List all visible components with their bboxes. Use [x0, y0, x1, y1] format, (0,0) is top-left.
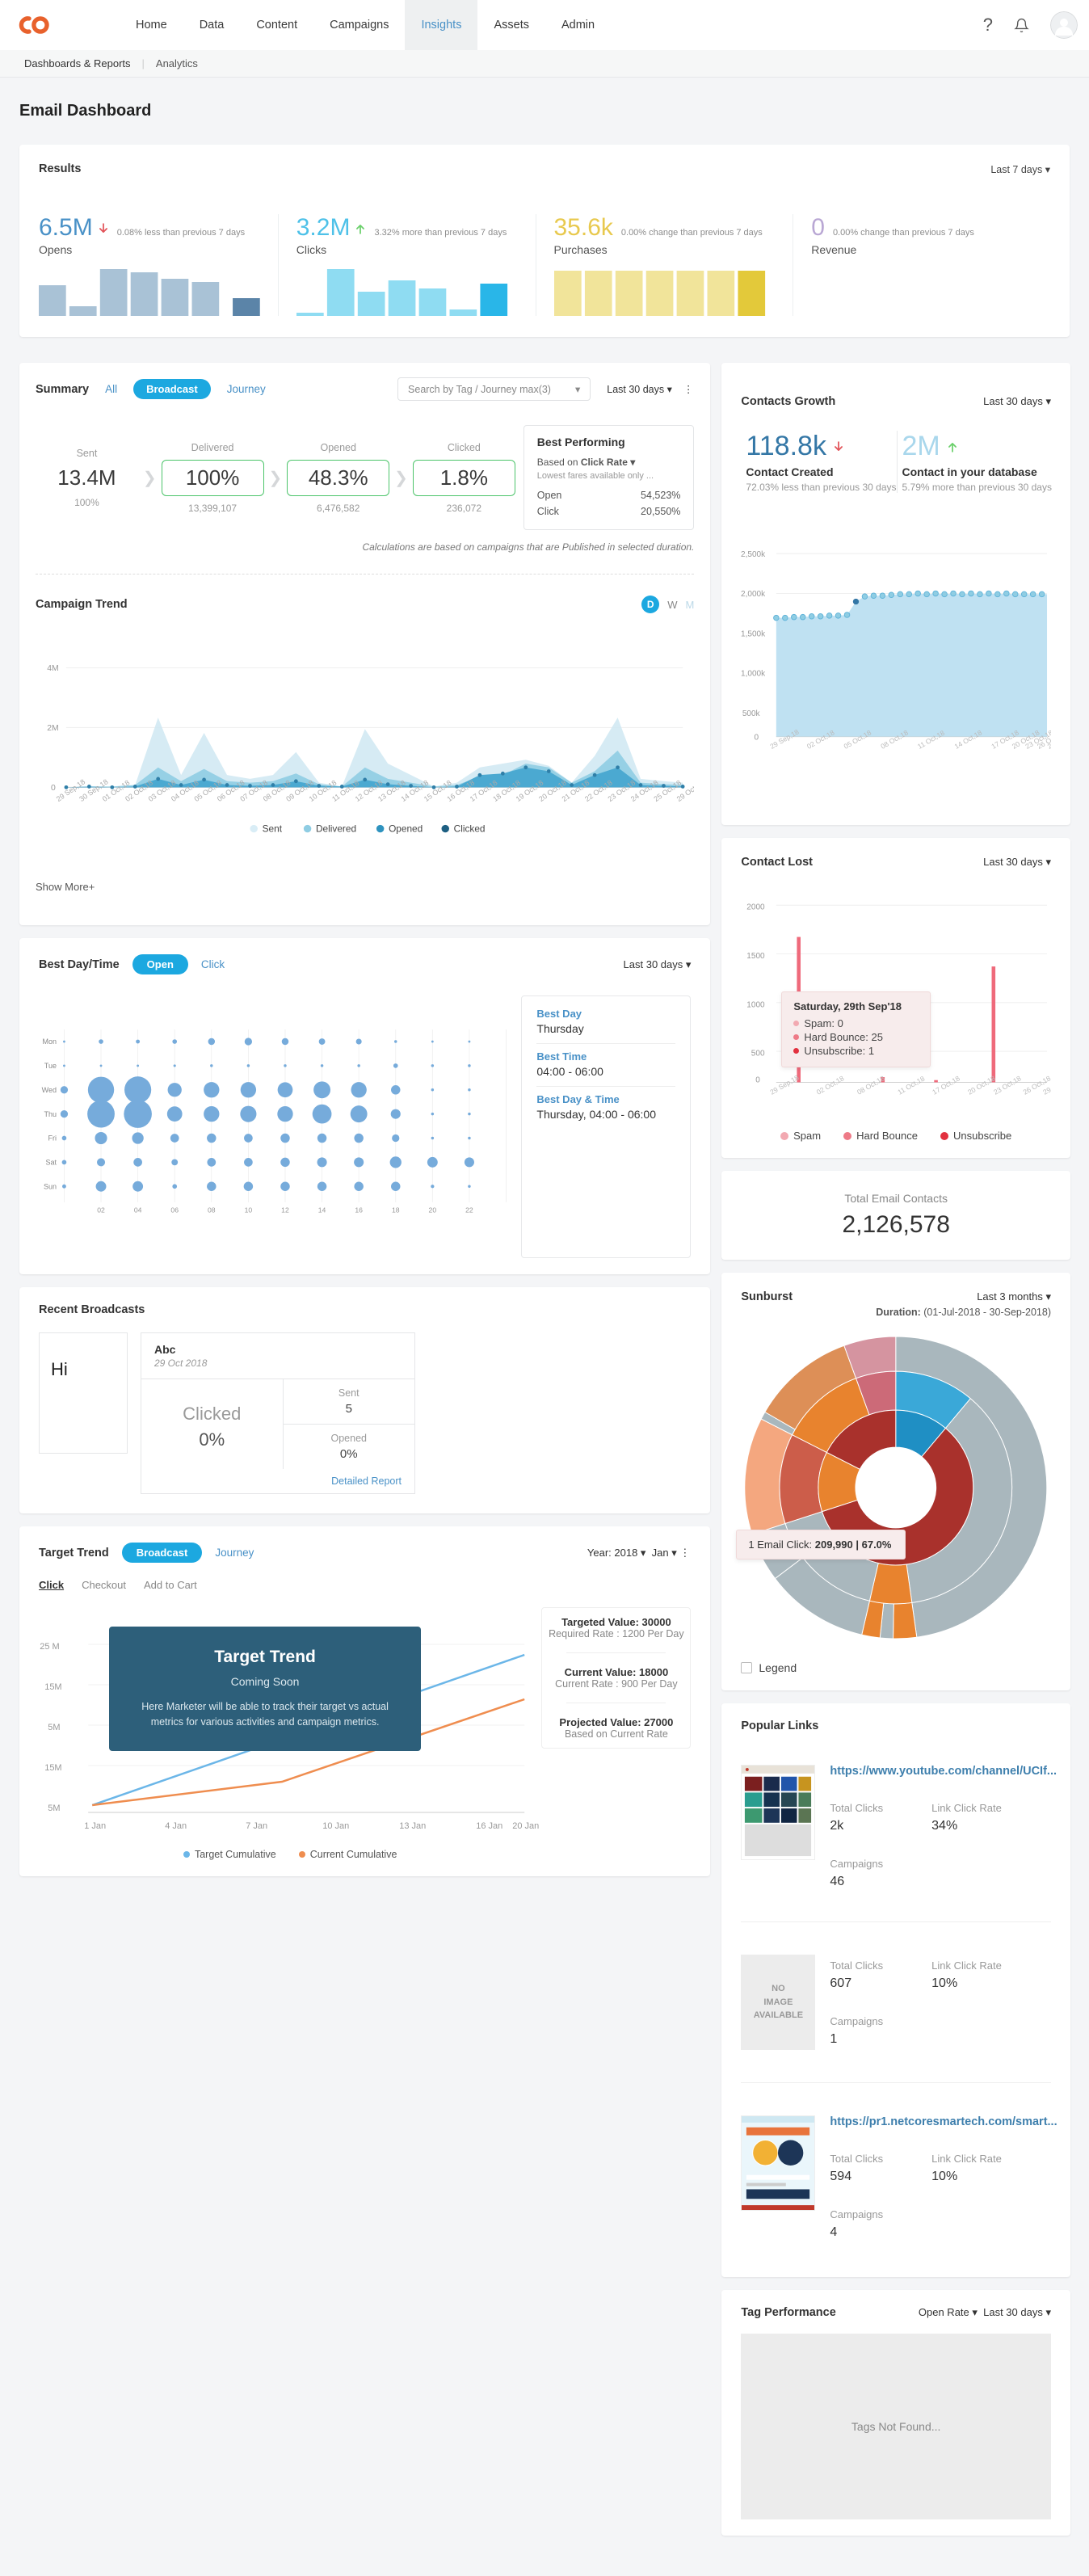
svg-text:04: 04	[134, 1206, 142, 1214]
svg-text:Sun: Sun	[44, 1182, 57, 1190]
svg-text:16: 16	[355, 1206, 363, 1214]
svg-text:0: 0	[755, 733, 759, 742]
svg-text:18: 18	[392, 1206, 400, 1214]
svg-text:17 Oct,18: 17 Oct,18	[931, 1074, 962, 1096]
svg-text:0: 0	[756, 1075, 761, 1084]
svg-text:7 Jan: 7 Jan	[246, 1821, 267, 1831]
svg-text:4M: 4M	[47, 664, 58, 673]
svg-text:Clicked: Clicked	[454, 823, 486, 834]
svg-text:Fri: Fri	[48, 1134, 57, 1143]
svg-text:06: 06	[170, 1206, 179, 1214]
svg-text:10: 10	[245, 1206, 253, 1214]
svg-text:Mon: Mon	[42, 1038, 57, 1046]
svg-text:22: 22	[465, 1206, 473, 1214]
svg-text:10 Jan: 10 Jan	[322, 1821, 349, 1831]
svg-text:02 Oct,18: 02 Oct,18	[815, 1074, 846, 1096]
svg-text:5M: 5M	[48, 1804, 60, 1813]
svg-text:08 Oct,18: 08 Oct,18	[856, 1074, 887, 1096]
svg-text:Wed: Wed	[42, 1086, 57, 1094]
svg-text:11 Oct,18: 11 Oct,18	[897, 1075, 927, 1096]
svg-text:15M: 15M	[44, 1682, 61, 1692]
svg-text:4 Jan: 4 Jan	[165, 1821, 187, 1831]
svg-text:Hi: Hi	[51, 1359, 68, 1379]
svg-text:0: 0	[51, 784, 56, 793]
svg-text:Tue: Tue	[44, 1062, 57, 1070]
svg-text:Opened: Opened	[389, 823, 423, 834]
svg-text:Delivered: Delivered	[316, 823, 356, 834]
svg-text:1,000k: 1,000k	[741, 670, 766, 679]
svg-text:Thu: Thu	[44, 1110, 57, 1118]
svg-text:29 Sep,18: 29 Sep,18	[769, 1073, 801, 1096]
svg-text:02: 02	[97, 1206, 105, 1214]
svg-text:23 Oct,18: 23 Oct,18	[992, 1074, 1023, 1096]
svg-text:2,000k: 2,000k	[741, 590, 766, 599]
svg-text:25 M: 25 M	[40, 1642, 59, 1652]
svg-text:2000: 2000	[747, 903, 766, 912]
svg-text:Sent: Sent	[263, 823, 283, 834]
svg-text:1500: 1500	[747, 952, 766, 961]
svg-text:15M: 15M	[44, 1763, 61, 1773]
svg-text:20 Jan: 20 Jan	[512, 1821, 539, 1831]
svg-text:1000: 1000	[747, 1000, 766, 1009]
svg-text:2M: 2M	[47, 724, 58, 733]
svg-text:2,500k: 2,500k	[741, 550, 766, 559]
svg-text:Sat: Sat	[45, 1159, 57, 1167]
svg-text:1 Jan: 1 Jan	[84, 1821, 106, 1831]
svg-text:500: 500	[751, 1050, 765, 1059]
svg-text:16 Jan: 16 Jan	[476, 1821, 502, 1831]
svg-text:5M: 5M	[48, 1723, 60, 1732]
svg-text:20: 20	[429, 1206, 437, 1214]
svg-text:13 Jan: 13 Jan	[399, 1821, 426, 1831]
svg-text:20 Oct,18: 20 Oct,18	[967, 1074, 998, 1096]
svg-text:1,500k: 1,500k	[741, 629, 766, 638]
svg-text:08: 08	[208, 1206, 216, 1214]
svg-text:500k: 500k	[742, 709, 761, 718]
svg-text:12: 12	[281, 1206, 289, 1214]
svg-text:14: 14	[318, 1206, 326, 1214]
